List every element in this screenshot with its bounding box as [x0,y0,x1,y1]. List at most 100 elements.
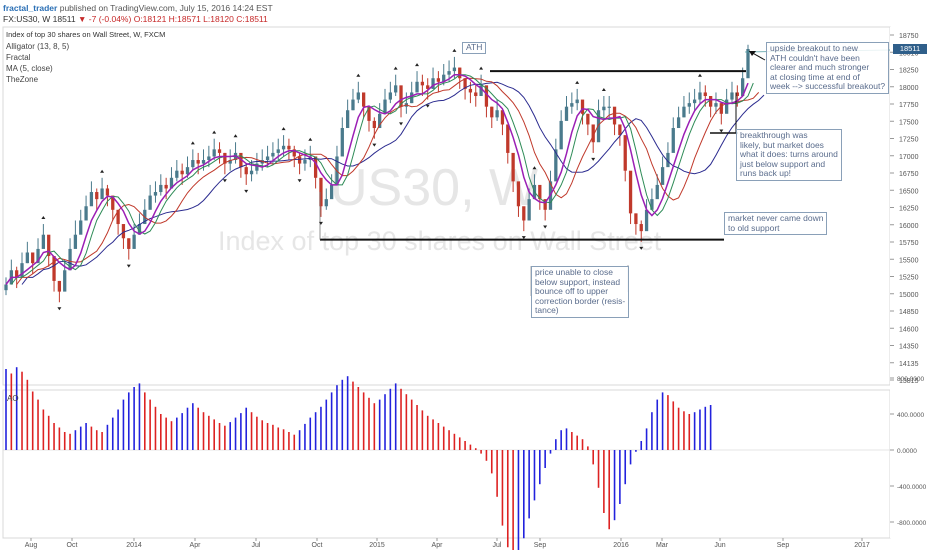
candle-up [100,188,104,200]
time-axis-label: Mar [656,542,669,549]
ao-axis-label: -800.0000 [897,520,927,527]
price-axis-label: 17750 [899,102,919,109]
candle-up [249,170,254,175]
candle-up [607,106,611,108]
price-axis-label: 18000 [899,85,919,92]
time-axis-label: 2014 [126,542,142,549]
fractal-up-marker [575,80,580,84]
candle-down [367,106,371,121]
chart-title: Index of top 30 shares on Wall Street, W… [6,30,166,39]
symbol-label[interactable]: FX:US30, W [3,14,51,24]
candle-up [564,106,569,121]
time-axis-label: 2017 [854,542,870,549]
candle-down [612,106,617,125]
candle-up [602,106,606,111]
candle-down [223,152,227,164]
price-axis-label: 14850 [899,309,919,316]
plot-layer: 1875018510182501800017750175001725017000… [3,33,927,555]
fractal-up-marker [41,216,46,220]
candle-down [164,184,168,189]
author-link[interactable]: fractal_trader [3,3,58,13]
candle-up [527,199,531,221]
candle-up [63,270,67,292]
candle-up [415,81,419,93]
ath-label: ATH [462,42,487,54]
change-arrow-icon: ▼ [78,14,87,24]
fractal-up-marker [697,73,702,77]
candle-down [634,213,638,225]
candle-up [378,113,382,129]
publish-info: published on TradingView.com, July 15, 2… [59,3,273,13]
candle-up [281,145,286,150]
quote-line: FX:US30, W 18511 ▼ -7 (-0.04%) O:18121 H… [3,14,268,24]
candle-down [719,103,723,114]
time-axis-label: Sep [534,542,547,549]
indicator-ma[interactable]: MA (5, close) [6,64,53,73]
indicator-fractal[interactable]: Fractal [6,53,31,62]
candle-down [474,92,478,97]
price-axis-label: 15000 [899,292,919,299]
price-axis-label: 16750 [899,171,919,178]
price-axis-label: 18250 [899,68,919,75]
annotation-line: correction border (resis- [535,295,626,306]
price-axis-label: 16250 [899,206,919,213]
candle-up [25,252,29,264]
last-price-tag: 18511 [893,44,927,54]
candle-up [682,106,686,118]
candle-up [698,92,702,100]
candle-up [132,234,136,249]
fractal-up-marker [415,63,420,67]
time-axis-label: 2016 [613,542,629,549]
candle-down [116,209,120,225]
candle-down [490,106,494,118]
annotation-breakout: upside breakout to new ATH couldn't have… [766,42,890,94]
candle-down [31,252,35,264]
fractal-up-marker [190,141,195,145]
indicator-alligator[interactable]: Alligator (13, 8, 5) [6,42,70,51]
candle-down [436,78,441,82]
fractal-down-marker [521,236,526,240]
candle-up [394,85,398,93]
indicator-thezone[interactable]: TheZone [6,75,39,84]
fractal-up-marker [281,127,286,131]
annotation-line: what it does: turns around [740,149,838,159]
candle-down [95,192,99,200]
fractal-down-marker [591,157,596,161]
change-value: -7 (-0.04%) [88,14,132,24]
candle-up [345,110,350,129]
candle-down [127,238,131,249]
candle-down [52,256,56,281]
price-axis-label: 17500 [899,119,919,126]
time-axis-label: Jul [252,542,261,549]
candle-up [596,110,601,143]
candle-down [292,149,296,157]
candle-up [644,209,649,232]
annotation-line: to old support [728,222,780,233]
candle-up [212,149,216,157]
candle-down [639,224,643,232]
candle-down [313,156,318,178]
annotation-line: upside breakout to new [770,43,858,53]
watermark-symbol: US30, W [330,159,538,217]
candle-down [426,85,430,89]
candle-up [452,67,457,72]
publish-line: fractal_trader published on TradingView.… [3,3,273,13]
annotation-line: just below support and [740,158,826,169]
price-axis-label: 16000 [899,223,919,230]
annotation-line: ATH couldn't have been [770,52,860,63]
candle-down [618,124,622,136]
candle-down [623,135,627,171]
candle-up [725,99,729,114]
candle-up [383,99,387,114]
price-axis-label: 15250 [899,275,919,282]
candle-up [185,167,190,175]
fractal-down-marker [425,104,430,108]
candle-up [153,192,158,196]
candle-up [169,177,174,189]
candle-up [228,160,232,164]
ohlc-values: O:18121 H:18571 L:18120 C:18511 [133,14,268,24]
fractal-down-marker [543,225,548,229]
candle-down [506,124,510,153]
last-price: 18511 [52,14,76,24]
